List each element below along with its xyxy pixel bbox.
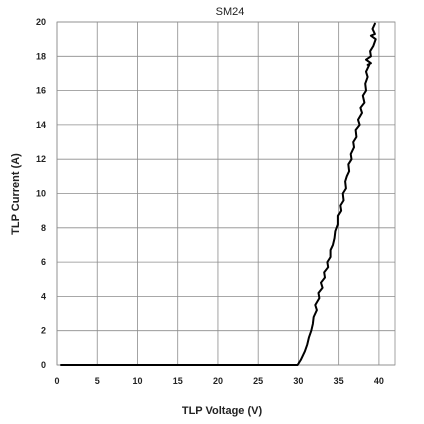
y-tick-label: 0 [41,360,46,370]
y-tick-label: 8 [41,223,46,233]
y-tick-label: 16 [36,86,46,96]
x-tick-labels: 0 5 10 15 20 25 30 35 40 [54,376,383,386]
x-tick-label: 0 [54,376,59,386]
x-axis-label: TLP Voltage (V) [182,405,263,417]
y-axis-label: TLP Current (A) [10,153,22,235]
y-tick-label: 12 [36,154,46,164]
x-tick-label: 35 [334,376,344,386]
y-tick-labels: 0 2 4 6 8 10 12 14 16 18 20 [36,17,46,370]
grid [56,21,395,366]
y-tick-label: 14 [36,120,46,130]
series [60,22,377,366]
x-tick-label: 25 [253,376,263,386]
x-tick-label: 40 [374,376,384,386]
x-tick-label: 10 [132,376,142,386]
chart-title: SM24 [216,6,245,18]
y-tick-label: 6 [41,257,46,267]
series-line [60,22,377,366]
y-tick-label: 10 [36,189,46,199]
y-tick-label: 2 [41,326,46,336]
x-tick-label: 15 [173,376,183,386]
y-tick-label: 18 [36,51,46,61]
x-tick-label: 20 [213,376,223,386]
y-tick-label: 4 [41,291,46,301]
x-tick-label: 30 [293,376,303,386]
x-tick-label: 5 [95,376,100,386]
y-tick-label: 20 [36,17,46,27]
